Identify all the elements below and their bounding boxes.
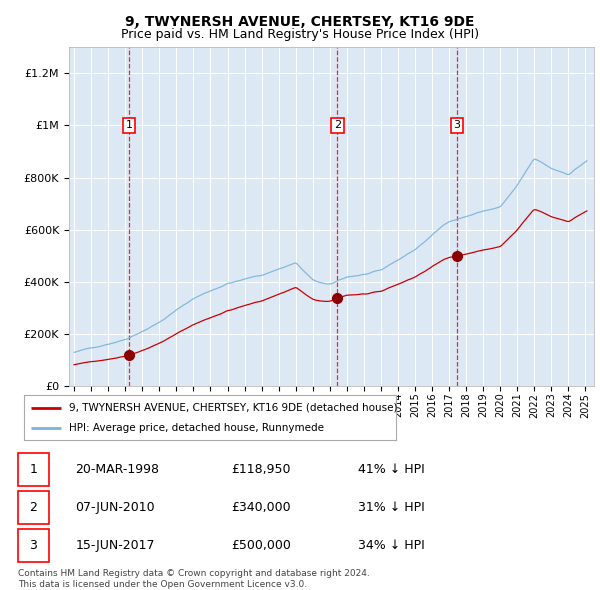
FancyBboxPatch shape [18,529,49,562]
FancyBboxPatch shape [18,491,49,524]
Text: HPI: Average price, detached house, Runnymede: HPI: Average price, detached house, Runn… [68,424,323,434]
Text: 34% ↓ HPI: 34% ↓ HPI [358,539,424,552]
Text: 15-JUN-2017: 15-JUN-2017 [76,539,155,552]
Text: 3: 3 [29,539,37,552]
Text: £500,000: £500,000 [231,539,291,552]
Text: 2: 2 [334,120,341,130]
Text: 41% ↓ HPI: 41% ↓ HPI [358,463,424,476]
Text: £118,950: £118,950 [231,463,290,476]
Text: Price paid vs. HM Land Registry's House Price Index (HPI): Price paid vs. HM Land Registry's House … [121,28,479,41]
Text: 20-MAR-1998: 20-MAR-1998 [76,463,160,476]
Text: 31% ↓ HPI: 31% ↓ HPI [358,501,424,514]
Text: 1: 1 [125,120,133,130]
Text: £340,000: £340,000 [231,501,290,514]
Text: 07-JUN-2010: 07-JUN-2010 [76,501,155,514]
FancyBboxPatch shape [18,453,49,486]
Text: 9, TWYNERSH AVENUE, CHERTSEY, KT16 9DE (detached house): 9, TWYNERSH AVENUE, CHERTSEY, KT16 9DE (… [68,403,397,412]
Text: 9, TWYNERSH AVENUE, CHERTSEY, KT16 9DE: 9, TWYNERSH AVENUE, CHERTSEY, KT16 9DE [125,15,475,29]
Text: 1: 1 [29,463,37,476]
Text: Contains HM Land Registry data © Crown copyright and database right 2024.
This d: Contains HM Land Registry data © Crown c… [18,569,370,589]
Text: 3: 3 [454,120,460,130]
Text: 2: 2 [29,501,37,514]
